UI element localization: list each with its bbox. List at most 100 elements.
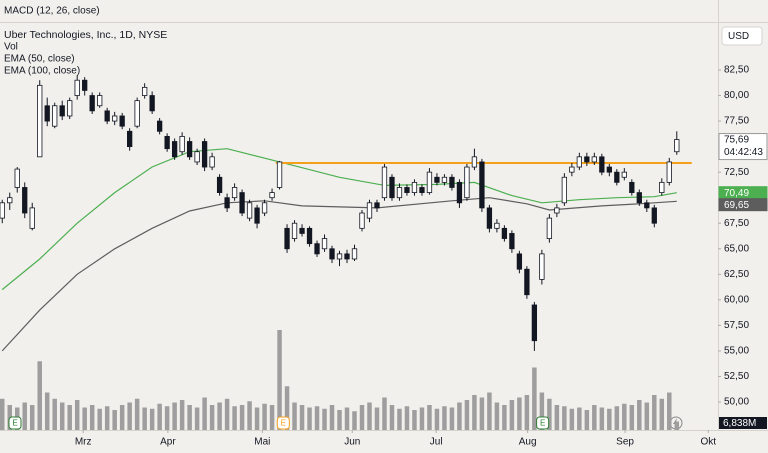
candle-body xyxy=(329,248,335,260)
x-tick-label: Jul xyxy=(430,437,443,448)
earnings-label: E xyxy=(12,419,17,428)
candle-body xyxy=(591,156,597,163)
candle-body xyxy=(74,79,80,96)
volume-bar xyxy=(329,405,335,430)
currency-button[interactable] xyxy=(721,26,763,46)
volume-bar xyxy=(322,408,327,430)
candle-body xyxy=(614,171,620,183)
candle-body xyxy=(636,192,642,204)
volume-bar xyxy=(592,405,597,430)
chart-title: Uber Technologies, Inc., 1D, NYSE xyxy=(4,29,167,41)
volume-bar xyxy=(562,406,567,430)
legend-entry: EMA (100, close) xyxy=(4,66,80,77)
y-tick-label: 67,50 xyxy=(724,218,749,229)
volume-bar xyxy=(599,407,605,430)
volume-bar xyxy=(82,407,87,430)
volume-bar xyxy=(359,405,365,430)
volume-bar xyxy=(44,392,50,430)
x-tick-label: Sep xyxy=(616,437,634,448)
candle-body xyxy=(89,95,95,112)
currency[interactable]: USD xyxy=(728,31,749,42)
candle-body xyxy=(471,156,478,168)
candle-body xyxy=(201,141,208,168)
x-tick-label: Aug xyxy=(519,437,537,448)
y-tick-label: 52,50 xyxy=(724,371,749,382)
y-tick-label: 80,00 xyxy=(724,90,749,101)
volume-bar xyxy=(112,410,117,430)
candle-body xyxy=(321,238,328,250)
volume-bar xyxy=(374,407,380,430)
candle-body xyxy=(344,253,350,260)
candle-body xyxy=(666,161,672,183)
candle-body xyxy=(254,207,260,224)
candle-body xyxy=(629,181,635,193)
candle-body xyxy=(156,120,163,132)
volume-bar xyxy=(187,405,192,430)
earnings-marker xyxy=(276,416,290,430)
candle-body xyxy=(149,95,155,112)
volume-bar xyxy=(472,395,477,430)
candle-body xyxy=(426,171,433,193)
volume-bar xyxy=(614,406,620,430)
volume-label: 6,838M xyxy=(723,418,756,429)
candle-body xyxy=(411,181,418,193)
candle-body xyxy=(306,227,313,245)
candle-body xyxy=(186,141,193,158)
candle-body xyxy=(104,110,110,122)
volume-bar xyxy=(344,407,350,430)
candle-body xyxy=(314,243,320,255)
candle-body xyxy=(404,187,410,193)
candle-body xyxy=(127,130,133,148)
candle-body xyxy=(291,222,298,239)
volume-bar xyxy=(202,397,207,430)
candle-body xyxy=(134,100,140,127)
volume-bar xyxy=(0,398,5,430)
candle-body xyxy=(37,84,43,158)
volume-bar xyxy=(667,392,672,430)
candle-body xyxy=(651,207,657,224)
volume-bar xyxy=(479,397,485,430)
x-tick-label: Mrz xyxy=(75,437,92,448)
candle-body xyxy=(456,181,463,204)
y-tick-label: 72,50 xyxy=(724,167,749,178)
volume-bar xyxy=(584,410,590,430)
volume-bar xyxy=(314,406,320,430)
volume-bar xyxy=(52,398,57,430)
candle-body xyxy=(22,187,28,214)
candle-body xyxy=(216,176,223,193)
volume-bar xyxy=(547,398,552,430)
volume-bar xyxy=(509,400,515,430)
candle-body xyxy=(142,86,148,96)
volume-bar xyxy=(524,395,530,430)
price-label: 75,69 xyxy=(724,135,749,146)
candle-body xyxy=(606,166,612,173)
volume-bar xyxy=(59,402,65,430)
candle-body xyxy=(554,207,560,214)
volume-bar xyxy=(277,330,282,430)
y-tick-label: 62,50 xyxy=(724,269,749,280)
volume-bar xyxy=(142,407,147,430)
candle-body xyxy=(246,202,253,219)
earnings-label: E xyxy=(540,419,545,428)
candle-body xyxy=(561,176,568,204)
candle-body xyxy=(576,156,582,168)
volume-bar xyxy=(434,408,440,430)
volume-bar xyxy=(397,408,402,430)
volume-bar xyxy=(367,402,372,430)
candle-body xyxy=(224,197,230,209)
y-tick-label: 82,50 xyxy=(724,65,749,76)
volume-bar xyxy=(389,405,395,430)
candle-body xyxy=(419,187,425,193)
y-tick-label: 57,50 xyxy=(724,320,749,331)
volume-bar xyxy=(532,367,537,430)
candle-body xyxy=(486,207,493,229)
price-label-time: 04:42:43 xyxy=(724,147,763,158)
x-tick-label: Apr xyxy=(160,437,176,448)
volume-bar xyxy=(427,405,432,430)
candle-body xyxy=(396,187,403,199)
candle-body xyxy=(179,135,185,153)
candle-body xyxy=(531,304,538,342)
candle-body xyxy=(112,115,118,122)
